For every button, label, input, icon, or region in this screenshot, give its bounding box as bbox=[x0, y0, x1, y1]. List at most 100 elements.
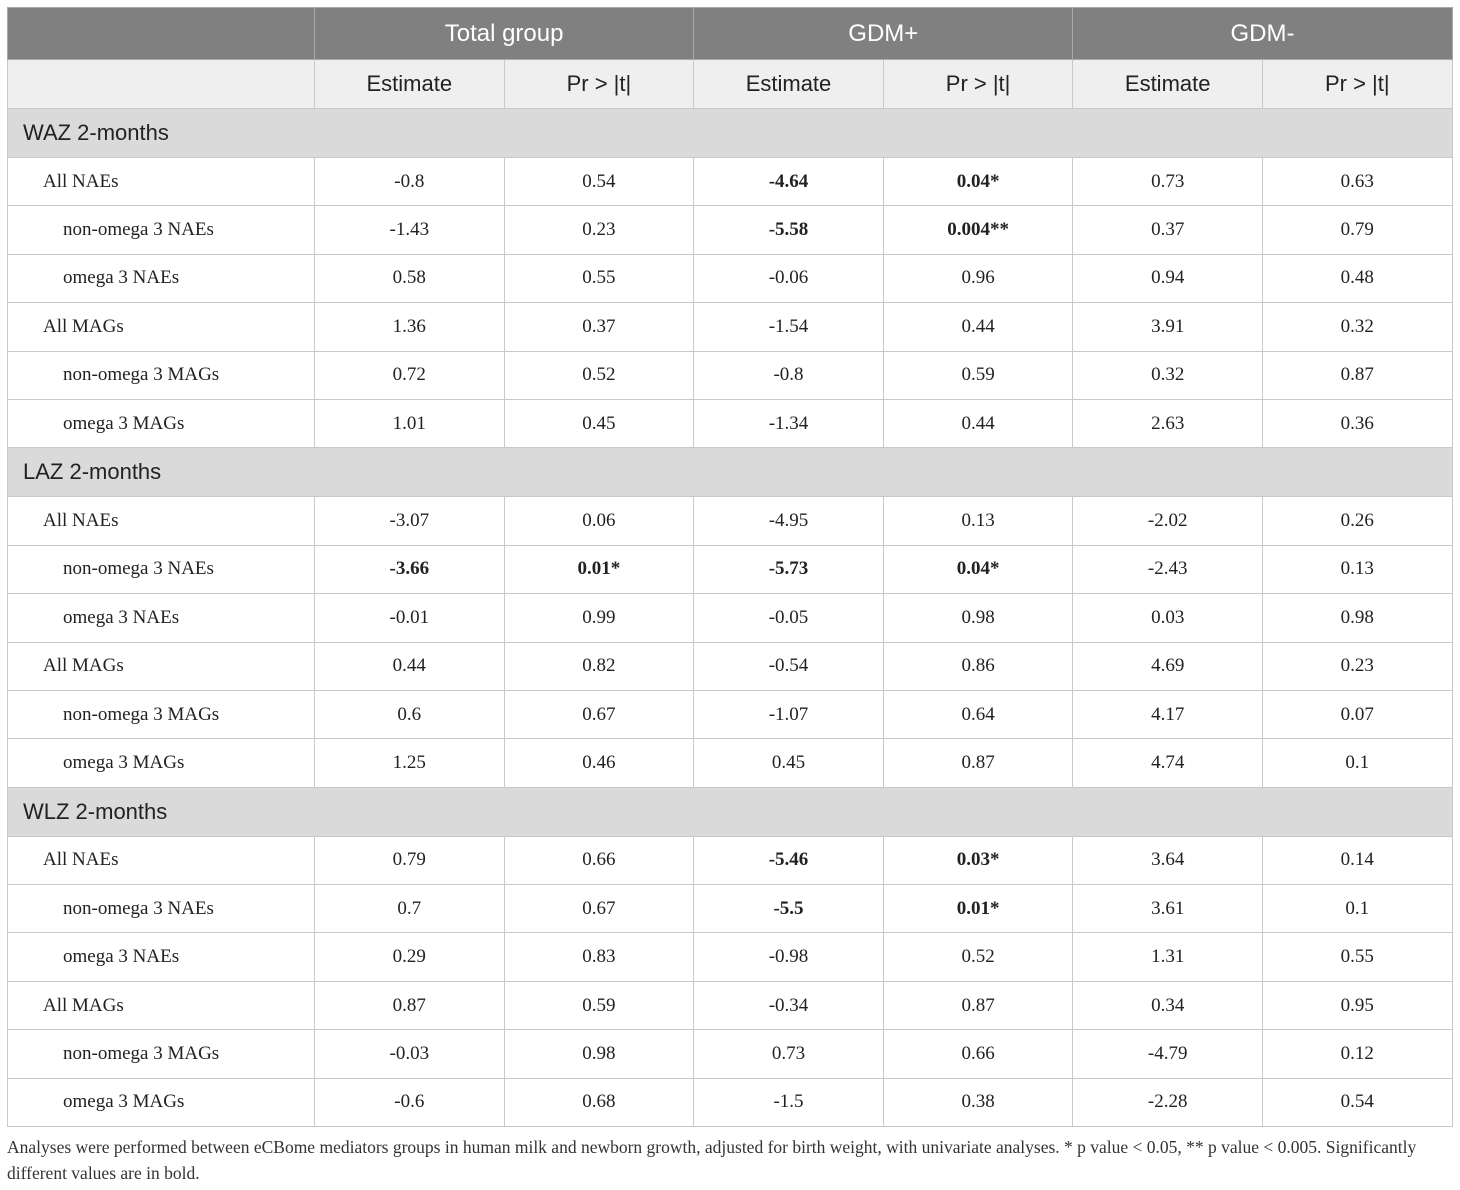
group-header-gdm-neg: GDM- bbox=[1072, 7, 1453, 60]
estimate-cell: -2.43 bbox=[1072, 544, 1263, 595]
p-value-cell: 0.99 bbox=[503, 593, 695, 643]
estimate-cell: -0.54 bbox=[693, 641, 884, 691]
row-label: non-omega 3 MAGs bbox=[7, 1029, 315, 1079]
p-value-cell: 0.96 bbox=[882, 253, 1074, 304]
estimate-cell: -0.03 bbox=[314, 1029, 505, 1079]
estimate-cell: 0.44 bbox=[314, 641, 505, 691]
estimate-cell: -3.66 bbox=[314, 544, 505, 595]
estimate-cell: 1.01 bbox=[314, 398, 505, 449]
estimate-cell: -5.5 bbox=[693, 884, 884, 934]
table-row: All NAEs -0.8 0.54 -4.64 0.04* 0.73 0.63 bbox=[7, 156, 1453, 207]
row-label: All NAEs bbox=[7, 496, 315, 546]
estimate-cell: -1.54 bbox=[693, 302, 884, 352]
estimate-cell: 4.17 bbox=[1072, 689, 1263, 740]
estimate-cell: 0.6 bbox=[314, 689, 505, 740]
table-row: non-omega 3 MAGs 0.72 0.52 -0.8 0.59 0.32 0.87 bbox=[7, 350, 1453, 400]
p-value-cell: 0.04* bbox=[882, 544, 1074, 595]
p-value-cell: 0.55 bbox=[1261, 932, 1453, 982]
row-label: All NAEs bbox=[7, 156, 315, 207]
p-value-cell: 0.03* bbox=[882, 835, 1074, 886]
estimate-cell: 0.32 bbox=[1072, 350, 1263, 400]
table-row: non-omega 3 NAEs -1.43 0.23 -5.58 0.004** 0.3… bbox=[7, 205, 1453, 255]
p-value-cell: 0.98 bbox=[882, 593, 1074, 643]
estimate-cell: 3.61 bbox=[1072, 884, 1263, 934]
subheader-corner-cell bbox=[7, 59, 315, 109]
estimate-cell: 2.63 bbox=[1072, 398, 1263, 449]
p-value-cell: 0.66 bbox=[503, 835, 695, 886]
p-value-cell: 0.87 bbox=[882, 738, 1074, 788]
estimate-cell: -4.95 bbox=[693, 496, 884, 546]
estimate-cell: -0.05 bbox=[693, 593, 884, 643]
p-value-cell: 0.98 bbox=[503, 1029, 695, 1079]
p-value-cell: 0.23 bbox=[1261, 641, 1453, 691]
subheader-estimate: Estimate bbox=[693, 59, 884, 109]
p-value-cell: 0.98 bbox=[1261, 593, 1453, 643]
estimate-cell: 4.74 bbox=[1072, 738, 1263, 788]
p-value-cell: 0.87 bbox=[882, 980, 1074, 1031]
p-value-cell: 0.23 bbox=[503, 205, 695, 255]
row-label: non-omega 3 NAEs bbox=[7, 205, 315, 255]
section-header-row: WAZ 2-months bbox=[7, 108, 1453, 158]
estimate-cell: -4.79 bbox=[1072, 1029, 1263, 1079]
p-value-cell: 0.67 bbox=[503, 689, 695, 740]
p-value-cell: 0.55 bbox=[503, 253, 695, 304]
row-label: omega 3 MAGs bbox=[7, 738, 315, 788]
p-value-cell: 0.37 bbox=[503, 302, 695, 352]
table-footnote: Analyses were performed between eCBome m… bbox=[7, 1137, 1417, 1183]
estimate-cell: -0.01 bbox=[314, 593, 505, 643]
estimate-cell: -1.07 bbox=[693, 689, 884, 740]
p-value-cell: 0.04* bbox=[882, 156, 1074, 207]
p-value-cell: 0.59 bbox=[882, 350, 1074, 400]
p-value-cell: 0.64 bbox=[882, 689, 1074, 740]
row-label: All NAEs bbox=[7, 835, 315, 886]
p-value-cell: 0.13 bbox=[882, 496, 1074, 546]
p-value-cell: 0.79 bbox=[1261, 205, 1453, 255]
p-value-cell: 0.68 bbox=[503, 1077, 695, 1128]
estimate-cell: 1.31 bbox=[1072, 932, 1263, 982]
estimate-cell: -1.43 bbox=[314, 205, 505, 255]
p-value-cell: 0.45 bbox=[503, 398, 695, 449]
estimate-cell: 0.29 bbox=[314, 932, 505, 982]
row-label: non-omega 3 MAGs bbox=[7, 350, 315, 400]
p-value-cell: 0.06 bbox=[503, 496, 695, 546]
p-value-cell: 0.52 bbox=[503, 350, 695, 400]
estimate-cell: -0.8 bbox=[314, 156, 505, 207]
estimate-cell: -0.34 bbox=[693, 980, 884, 1031]
estimate-cell: -0.06 bbox=[693, 253, 884, 304]
row-label: omega 3 NAEs bbox=[7, 253, 315, 304]
p-value-cell: 0.48 bbox=[1261, 253, 1453, 304]
table-row: All NAEs 0.79 0.66 -5.46 0.03* 3.64 0.14 bbox=[7, 835, 1453, 886]
row-label: omega 3 MAGs bbox=[7, 1077, 315, 1128]
row-label: omega 3 MAGs bbox=[7, 398, 315, 449]
estimate-cell: 3.91 bbox=[1072, 302, 1263, 352]
subheader-p-value: Pr > |t| bbox=[882, 59, 1074, 109]
estimate-cell: 1.25 bbox=[314, 738, 505, 788]
estimate-cell: 4.69 bbox=[1072, 641, 1263, 691]
section-title: WAZ 2-months bbox=[7, 108, 1453, 158]
p-value-cell: 0.66 bbox=[882, 1029, 1074, 1079]
p-value-cell: 0.1 bbox=[1261, 884, 1453, 934]
estimate-cell: 0.58 bbox=[314, 253, 505, 304]
subcolumn-header-row: Estimate Pr > |t| Estimate Pr > |t| Esti… bbox=[7, 59, 1453, 109]
estimate-cell: 0.7 bbox=[314, 884, 505, 934]
estimate-cell: -0.98 bbox=[693, 932, 884, 982]
estimate-cell: -0.8 bbox=[693, 350, 884, 400]
estimate-cell: -4.64 bbox=[693, 156, 884, 207]
p-value-cell: 0.86 bbox=[882, 641, 1074, 691]
estimate-cell: 0.87 bbox=[314, 980, 505, 1031]
estimate-cell: 3.64 bbox=[1072, 835, 1263, 886]
table-row: omega 3 NAEs -0.01 0.99 -0.05 0.98 0.03 0.98 bbox=[7, 593, 1453, 643]
estimate-cell: 0.45 bbox=[693, 738, 884, 788]
section-header-row: WLZ 2-months bbox=[7, 786, 1453, 837]
estimate-cell: 0.73 bbox=[693, 1029, 884, 1079]
p-value-cell: 0.59 bbox=[503, 980, 695, 1031]
p-value-cell: 0.1 bbox=[1261, 738, 1453, 788]
header-corner-cell bbox=[7, 7, 315, 60]
subheader-p-value: Pr > |t| bbox=[503, 59, 695, 109]
p-value-cell: 0.26 bbox=[1261, 496, 1453, 546]
estimate-cell: -3.07 bbox=[314, 496, 505, 546]
table-row: non-omega 3 NAEs 0.7 0.67 -5.5 0.01* 3.61 0.1 bbox=[7, 884, 1453, 934]
estimate-cell: 0.03 bbox=[1072, 593, 1263, 643]
group-header-total: Total group bbox=[313, 7, 695, 60]
p-value-cell: 0.12 bbox=[1261, 1029, 1453, 1079]
